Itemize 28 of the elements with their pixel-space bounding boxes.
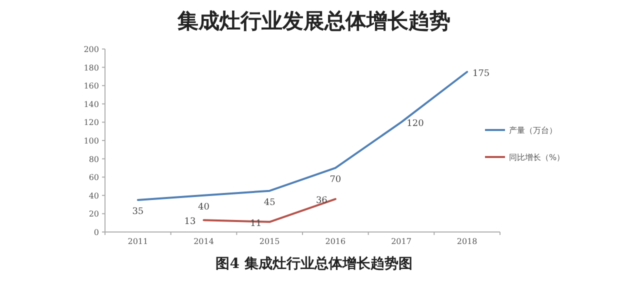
x-tick-label: 2015 xyxy=(259,237,280,246)
y-tick-label: 0 xyxy=(94,228,99,237)
y-tick-label: 100 xyxy=(84,136,99,146)
chart-title: 集成灶行业发展总体增长趋势 xyxy=(176,9,450,33)
x-tick-label: 2016 xyxy=(325,237,346,246)
y-tick-label: 120 xyxy=(84,118,99,128)
y-tick-label: 40 xyxy=(88,191,99,200)
data-label: 40 xyxy=(198,202,210,212)
y-tick-label: 80 xyxy=(88,154,99,164)
y-tick-label: 60 xyxy=(88,173,99,182)
data-label: 70 xyxy=(330,174,342,185)
data-label: 13 xyxy=(184,217,196,228)
y-tick-label: 140 xyxy=(84,100,99,109)
y-tick-label: 180 xyxy=(84,63,99,72)
x-tick-label: 2011 xyxy=(128,237,148,246)
x-tick-label: 2014 xyxy=(194,237,214,246)
y-tick-label: 200 xyxy=(84,45,99,54)
data-label: 45 xyxy=(264,198,276,208)
caption: 图4 集成灶行业总体增长趋势图 xyxy=(216,256,412,272)
legend-label: 产量（万台） xyxy=(509,126,557,135)
data-label: 120 xyxy=(406,119,424,130)
y-tick-label: 20 xyxy=(88,210,99,219)
legend-label: 同比增长（%） xyxy=(509,153,565,162)
x-tick-label: 2017 xyxy=(391,237,412,246)
data-label: 35 xyxy=(132,206,144,217)
x-tick-label: 2018 xyxy=(456,237,478,246)
data-label: 175 xyxy=(472,68,490,79)
y-tick-label: 160 xyxy=(84,82,99,91)
